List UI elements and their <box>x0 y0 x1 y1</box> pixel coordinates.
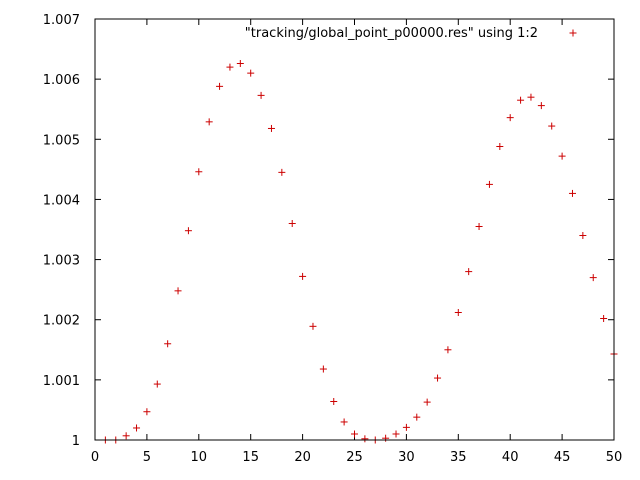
data-point <box>247 69 255 77</box>
data-point <box>330 398 338 406</box>
y-tick-label: 1 <box>72 434 80 449</box>
data-point <box>288 219 296 227</box>
data-points <box>101 60 618 444</box>
data-point <box>143 408 151 416</box>
data-point <box>122 432 130 440</box>
data-point <box>340 418 348 426</box>
y-tick-label: 1.003 <box>43 254 80 269</box>
data-point <box>174 287 182 295</box>
legend-marker-icon <box>569 29 577 37</box>
data-point <box>506 114 514 122</box>
data-point <box>153 380 161 388</box>
data-point <box>205 118 213 126</box>
data-point <box>361 435 369 443</box>
data-point <box>517 96 525 104</box>
y-tick-label: 1.005 <box>43 133 80 148</box>
x-tick-label: 20 <box>294 450 311 465</box>
data-point <box>548 122 556 130</box>
x-tick-label: 15 <box>242 450 259 465</box>
legend: "tracking/global_point_p00000.res" using… <box>245 26 577 41</box>
data-point <box>568 189 576 197</box>
data-point <box>496 143 504 151</box>
x-tick-label: 25 <box>346 450 363 465</box>
x-tick-label: 35 <box>450 450 467 465</box>
data-point <box>164 340 172 348</box>
data-point <box>579 232 587 240</box>
y-tick-label: 1.006 <box>43 73 80 88</box>
data-point <box>133 424 141 432</box>
data-point <box>226 63 234 71</box>
y-tick-label: 1.002 <box>43 314 80 329</box>
data-point <box>278 168 286 176</box>
data-point <box>257 91 265 99</box>
x-tick-label: 50 <box>606 450 623 465</box>
x-tick-label: 30 <box>398 450 415 465</box>
data-point <box>423 398 431 406</box>
data-point <box>465 268 473 276</box>
data-point <box>589 274 597 282</box>
data-point <box>236 60 244 68</box>
data-point <box>558 152 566 160</box>
y-tick-label: 1.004 <box>43 193 80 208</box>
data-point <box>413 413 421 421</box>
data-point <box>299 272 307 280</box>
data-point <box>444 346 452 354</box>
x-axis-ticks: 0 5 10 15 20 25 30 35 40 45 50 <box>91 19 622 465</box>
data-point <box>392 430 400 438</box>
y-tick-label: 1.001 <box>43 374 80 389</box>
data-point <box>382 434 390 442</box>
plot-frame <box>94 18 615 441</box>
data-point <box>454 308 462 316</box>
data-point <box>475 222 483 230</box>
y-axis-ticks: 1 1.001 1.002 1.003 1.004 1.005 1.006 1.007 <box>43 13 614 449</box>
legend-marker <box>569 29 577 37</box>
x-tick-label: 0 <box>91 450 99 465</box>
x-tick-label: 40 <box>502 450 519 465</box>
data-point <box>600 315 608 323</box>
data-point <box>216 82 224 90</box>
data-point <box>351 430 358 438</box>
data-point <box>527 93 535 101</box>
x-tick-label: 45 <box>554 450 571 465</box>
x-tick-label: 10 <box>191 450 208 465</box>
data-point <box>267 124 275 132</box>
y-tick-label: 1.007 <box>43 13 80 28</box>
data-point <box>309 322 317 330</box>
x-tick-label: 5 <box>143 450 151 465</box>
data-point <box>485 180 493 188</box>
data-point <box>195 168 203 176</box>
data-point <box>402 423 410 431</box>
data-point <box>319 365 327 373</box>
data-point <box>537 102 545 110</box>
data-point <box>434 374 442 382</box>
data-point <box>184 227 192 235</box>
legend-entry-label: "tracking/global_point_p00000.res" using… <box>245 26 538 41</box>
